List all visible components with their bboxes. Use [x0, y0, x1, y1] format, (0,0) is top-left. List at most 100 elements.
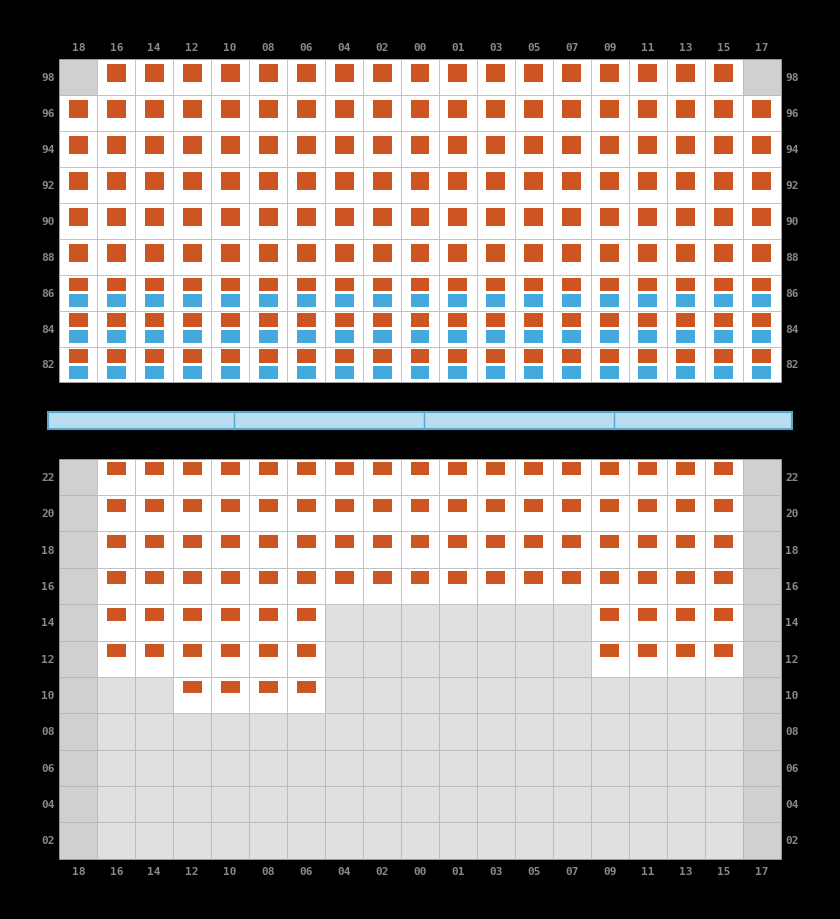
Bar	[705, 460, 743, 495]
Bar	[439, 568, 477, 605]
Bar	[297, 65, 316, 84]
Bar	[297, 278, 316, 291]
Bar	[676, 294, 696, 308]
Bar	[60, 312, 97, 347]
Bar	[249, 750, 287, 786]
Bar	[753, 314, 771, 327]
Bar	[515, 532, 553, 568]
Bar	[287, 532, 325, 568]
Bar	[221, 101, 239, 119]
Bar	[325, 131, 363, 167]
Bar	[439, 312, 477, 347]
Bar	[714, 244, 733, 263]
Bar	[638, 330, 657, 344]
Bar	[173, 167, 211, 204]
Bar	[297, 173, 316, 191]
Bar	[249, 786, 287, 823]
Bar	[401, 713, 439, 750]
Bar	[287, 568, 325, 605]
Bar	[334, 137, 354, 155]
Bar	[629, 641, 667, 677]
Bar	[363, 532, 401, 568]
Bar	[173, 347, 211, 383]
Bar	[173, 495, 211, 532]
Bar	[325, 605, 363, 641]
Bar	[743, 713, 780, 750]
Bar	[334, 314, 354, 327]
Bar	[144, 101, 164, 119]
Bar	[259, 137, 277, 155]
Bar	[211, 532, 249, 568]
Bar	[629, 60, 667, 96]
Bar	[325, 750, 363, 786]
Bar	[183, 173, 202, 191]
Bar	[221, 294, 239, 308]
Bar	[638, 209, 657, 227]
Text: 03: 03	[489, 42, 502, 52]
Bar	[183, 366, 202, 380]
Bar	[714, 65, 733, 84]
Bar	[135, 60, 173, 96]
Bar	[524, 536, 543, 549]
Text: 06: 06	[785, 763, 799, 773]
Bar	[211, 204, 249, 240]
Bar	[477, 131, 515, 167]
Bar	[629, 823, 667, 858]
Bar	[629, 96, 667, 131]
Bar	[515, 605, 553, 641]
Bar	[486, 366, 506, 380]
Bar	[486, 101, 506, 119]
Bar	[183, 137, 202, 155]
Bar	[743, 823, 780, 858]
Bar	[60, 167, 97, 204]
Bar	[753, 330, 771, 344]
Bar	[439, 240, 477, 276]
Text: 92: 92	[785, 181, 799, 190]
Text: 14: 14	[785, 618, 799, 628]
Bar	[297, 608, 316, 621]
Bar	[676, 209, 696, 227]
Text: 02: 02	[785, 835, 799, 845]
Bar	[211, 641, 249, 677]
Bar	[705, 60, 743, 96]
Bar	[753, 366, 771, 380]
Bar	[477, 750, 515, 786]
Bar	[97, 677, 135, 713]
Bar	[401, 460, 439, 495]
Bar	[515, 750, 553, 786]
Bar	[401, 641, 439, 677]
Bar	[144, 644, 164, 657]
Bar	[477, 677, 515, 713]
Bar	[373, 366, 391, 380]
Bar	[753, 137, 771, 155]
Bar	[144, 350, 164, 363]
Bar	[401, 677, 439, 713]
Bar	[601, 278, 619, 291]
Bar	[439, 167, 477, 204]
Bar	[249, 167, 287, 204]
Bar	[287, 96, 325, 131]
Bar	[714, 499, 733, 512]
Text: 14: 14	[41, 618, 55, 628]
Bar	[667, 460, 705, 495]
Bar	[363, 167, 401, 204]
Bar	[515, 60, 553, 96]
Bar	[553, 347, 591, 383]
Bar	[60, 460, 97, 495]
Bar	[601, 366, 619, 380]
Bar	[401, 60, 439, 96]
Bar	[249, 204, 287, 240]
Bar	[249, 605, 287, 641]
Bar	[601, 572, 619, 584]
Bar	[411, 209, 429, 227]
Bar	[486, 572, 506, 584]
Bar	[211, 786, 249, 823]
Bar	[221, 278, 239, 291]
Bar	[411, 314, 429, 327]
Bar	[249, 495, 287, 532]
Bar	[401, 568, 439, 605]
Bar	[401, 276, 439, 312]
Bar	[676, 137, 696, 155]
Bar	[676, 330, 696, 344]
Bar	[334, 499, 354, 512]
